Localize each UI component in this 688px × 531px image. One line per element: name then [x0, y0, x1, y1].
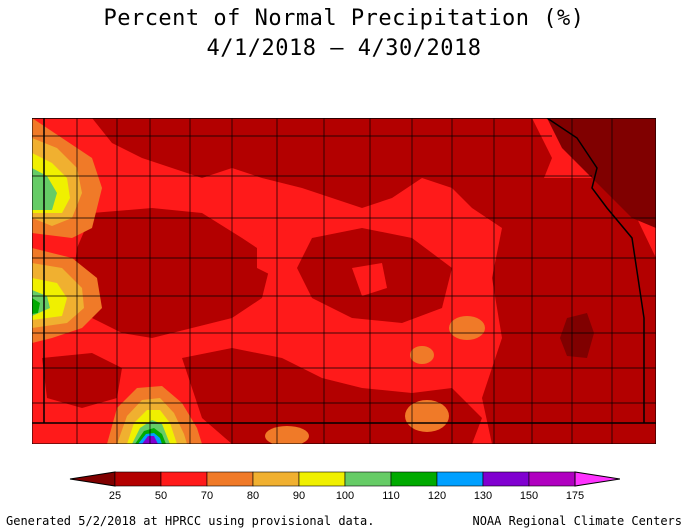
region-25-50-north	[92, 118, 552, 228]
legend-swatch	[160, 471, 208, 487]
legend-tick-label: 90	[293, 490, 305, 502]
legend-swatch	[298, 471, 346, 487]
legend-swatch	[206, 471, 254, 487]
precipitation-map	[32, 118, 656, 444]
region-25-50-central	[72, 208, 272, 338]
legend-swatch	[482, 471, 530, 487]
legend-arrow-max	[574, 471, 620, 487]
legend-tick-label: 25	[109, 490, 121, 502]
generated-note: Generated 5/2/2018 at HPRCC using provis…	[6, 514, 375, 528]
legend-tick-label: 50	[155, 490, 167, 502]
legend-tick-label: 70	[201, 490, 213, 502]
region-below-25-northeast	[547, 118, 656, 228]
state-boundary	[32, 118, 656, 424]
legend-tick-label: 120	[428, 490, 446, 502]
region-below-25-east-spot	[560, 313, 594, 358]
color-legend: 25 50 70 80 90 100 110 120 130 150 175	[69, 471, 620, 502]
legend-tick-label: 130	[474, 490, 492, 502]
map-date-range: 4/1/2018 – 4/30/2018	[206, 36, 482, 61]
region-25-50-east	[482, 178, 656, 444]
legend-swatch	[528, 471, 576, 487]
legend-tick-label: 80	[247, 490, 259, 502]
region-70-80-center	[410, 346, 434, 364]
legend-tick-label: 110	[382, 490, 400, 502]
region-25-50-west	[42, 353, 122, 408]
region-70-80-east	[449, 316, 485, 340]
legend-tick-label: 100	[336, 490, 354, 502]
legend-swatch	[252, 471, 300, 487]
legend-tick-label: 175	[566, 490, 584, 502]
source-credit: NOAA Regional Climate Centers	[472, 514, 682, 528]
region-70-80-south2	[265, 426, 309, 444]
legend-swatch	[344, 471, 392, 487]
map-title: Percent of Normal Precipitation (%)	[103, 6, 585, 31]
legend-swatch	[114, 471, 162, 487]
legend-swatch	[390, 471, 438, 487]
legend-tick-label: 150	[520, 490, 538, 502]
region-70-80-south	[405, 400, 449, 432]
legend-arrow-min	[69, 471, 116, 487]
region-50-70-pocket-2	[352, 263, 387, 296]
region-110-120-west-mid	[32, 298, 40, 314]
legend-swatch	[436, 471, 484, 487]
